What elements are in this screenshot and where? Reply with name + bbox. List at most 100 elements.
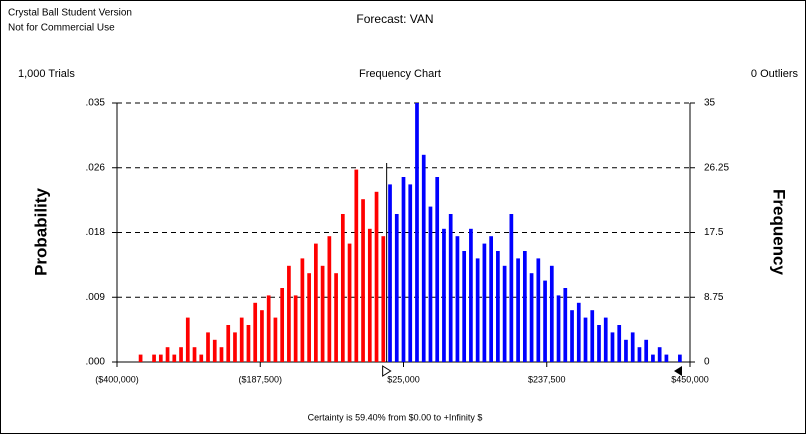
bar: [374, 191, 379, 362]
bar: [610, 332, 615, 362]
bar: [630, 332, 635, 362]
bar: [549, 265, 554, 362]
y2-tick-label: 8.75: [704, 292, 724, 303]
bar: [502, 265, 507, 362]
outliers: 0 Outliers: [751, 68, 799, 80]
bar: [657, 347, 662, 362]
y2-tick-label: 17.5: [704, 227, 724, 238]
bar: [253, 302, 258, 362]
bar: [428, 206, 433, 362]
y-tick-label: .018: [86, 227, 106, 238]
bar: [334, 273, 338, 362]
bar: [570, 310, 574, 362]
chart-subtitle: Frequency Chart: [359, 68, 441, 80]
y2-axis-label: Frequency: [770, 189, 789, 276]
bar: [401, 177, 406, 362]
bar: [529, 273, 534, 362]
header-line: Not for Commercial Use: [8, 23, 115, 34]
bar: [496, 251, 500, 362]
bar: [293, 295, 298, 362]
bar: [266, 295, 271, 362]
trials: 1,000 Trials: [18, 68, 75, 80]
bar: [583, 317, 588, 362]
y2-tick-label: 35: [704, 98, 716, 109]
bar: [138, 354, 143, 362]
bar: [260, 310, 264, 362]
bar: [394, 214, 399, 362]
bar: [475, 258, 480, 362]
header-line: Crystal Ball Student Version: [8, 8, 132, 19]
bar: [327, 236, 332, 362]
bar: [192, 347, 197, 362]
bar: [469, 228, 473, 362]
bar: [354, 169, 359, 362]
bar: [590, 310, 595, 362]
bar: [219, 347, 224, 362]
y-tick-label: .009: [86, 292, 106, 303]
bar: [415, 103, 419, 362]
bar: [347, 243, 352, 362]
chart-title: Forecast: VAN: [356, 12, 433, 26]
bar: [651, 354, 655, 362]
y-tick-label: .026: [86, 162, 106, 173]
bar: [206, 332, 210, 362]
bar: [179, 347, 183, 362]
y2-tick-label: 26.25: [704, 162, 729, 173]
bar: [455, 236, 460, 362]
bar: [624, 339, 628, 362]
bar: [185, 317, 190, 362]
y2-tick-label: 0: [704, 357, 710, 368]
bar: [307, 273, 311, 362]
certainty-marker: [382, 365, 392, 377]
bar: [489, 236, 493, 362]
bar: [603, 317, 608, 362]
x-tick-label: ($400,000): [95, 374, 139, 384]
bar: [361, 199, 365, 362]
bar: [300, 258, 305, 362]
x-tick-label: $25,000: [387, 374, 420, 384]
bar: [280, 288, 285, 362]
bar: [165, 347, 170, 362]
bar: [597, 325, 601, 362]
bar: [340, 214, 345, 362]
bar: [536, 258, 541, 362]
bar: [199, 354, 204, 362]
bar: [388, 184, 392, 362]
x-tick-label: $450,000: [671, 374, 709, 384]
bar: [172, 354, 177, 362]
bar: [152, 354, 156, 362]
bar: [233, 332, 237, 362]
bar: [442, 228, 446, 362]
bar: [239, 317, 244, 362]
certainty-end-marker: [674, 366, 682, 376]
x-tick-label: ($187,500): [238, 374, 282, 384]
y-tick-label: .035: [86, 98, 106, 109]
bar: [637, 347, 642, 362]
bar: [509, 214, 514, 362]
bar: [448, 214, 453, 362]
bar: [314, 243, 318, 362]
bar: [381, 236, 386, 362]
bar: [212, 339, 217, 362]
bar: [273, 317, 278, 362]
bar: [563, 288, 568, 362]
bar: [408, 184, 413, 362]
bar: [617, 325, 622, 362]
bar: [543, 280, 547, 362]
bar: [576, 302, 581, 362]
bar: [556, 295, 561, 362]
y-axis-label: Probability: [31, 188, 50, 276]
bar: [516, 258, 520, 362]
y-tick-label: .000: [86, 357, 106, 368]
bar: [644, 339, 649, 362]
bar: [678, 354, 682, 362]
bar: [287, 265, 291, 362]
bar: [522, 251, 527, 362]
bar: [226, 325, 231, 362]
bar: [320, 265, 325, 362]
bar: [246, 325, 251, 362]
bar: [664, 354, 669, 362]
bar: [482, 243, 487, 362]
certainty-label: Certainty is 59.40% from $0.00 to +Infin…: [308, 412, 483, 422]
